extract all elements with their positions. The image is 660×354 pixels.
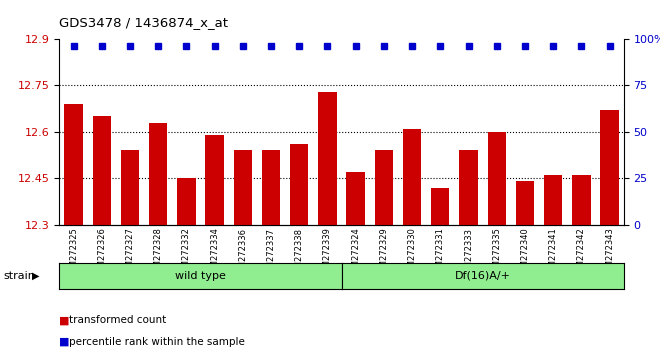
Bar: [92, 116, 111, 225]
Bar: [459, 150, 478, 225]
Bar: [262, 150, 280, 225]
Text: percentile rank within the sample: percentile rank within the sample: [69, 337, 245, 347]
Bar: [205, 135, 224, 225]
Text: ■: ■: [59, 315, 70, 325]
Bar: [572, 175, 591, 225]
Bar: [375, 150, 393, 225]
Bar: [346, 172, 365, 225]
Bar: [601, 110, 619, 225]
Bar: [121, 150, 139, 225]
Bar: [64, 104, 82, 225]
Text: wild type: wild type: [175, 271, 226, 281]
Text: ■: ■: [59, 337, 70, 347]
Bar: [234, 150, 252, 225]
Bar: [149, 122, 168, 225]
Bar: [318, 92, 337, 225]
Bar: [431, 188, 449, 225]
Text: transformed count: transformed count: [69, 315, 166, 325]
Text: strain: strain: [3, 271, 35, 281]
Text: GDS3478 / 1436874_x_at: GDS3478 / 1436874_x_at: [59, 16, 228, 29]
Bar: [290, 144, 308, 225]
Bar: [488, 132, 506, 225]
Bar: [544, 175, 562, 225]
Text: ▶: ▶: [32, 271, 39, 281]
Bar: [177, 178, 195, 225]
Text: Df(16)A/+: Df(16)A/+: [455, 271, 511, 281]
Bar: [515, 182, 534, 225]
Bar: [403, 129, 421, 225]
